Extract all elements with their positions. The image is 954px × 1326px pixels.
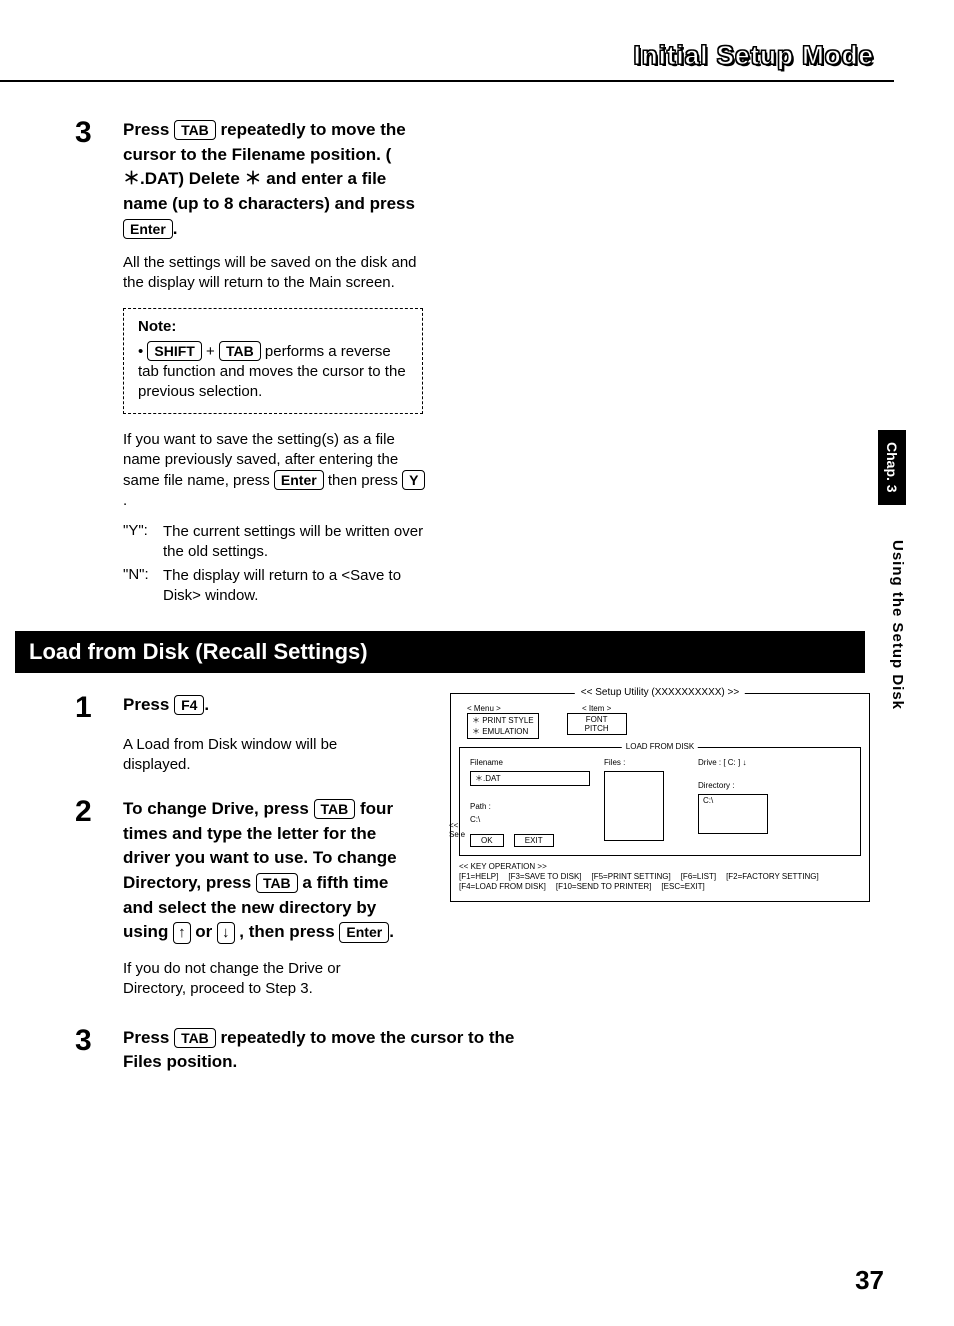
label-path: Path : <box>470 802 590 811</box>
page-header-title: Initial Setup Mode <box>634 40 874 71</box>
files-listbox <box>604 771 664 841</box>
page-content: 3 Press TAB repeatedly to move the curso… <box>75 118 875 1087</box>
key-tab: TAB <box>174 1028 216 1048</box>
keyop: [F4=LOAD FROM DISK] <box>459 882 546 892</box>
chapter-tab: Chap. 3 <box>878 430 906 505</box>
ok-button: OK <box>470 834 504 847</box>
key-enter: Enter <box>123 219 173 239</box>
directory-listbox: C:\ <box>698 794 768 834</box>
diagram-column: << Setup Utility (XXXXXXXXXX) >> < Menu … <box>450 693 875 902</box>
header-rule <box>0 80 894 82</box>
menu-items: ＊ PRINT STYLE ＊ EMULATION <box>467 713 539 739</box>
key-down: ↓ <box>217 922 235 944</box>
text: Press <box>123 1028 169 1047</box>
frame-body: Filename ＊.DAT Path : C:\ OK EXIT Files <box>470 758 850 847</box>
menu-label: < Menu > <box>467 704 539 713</box>
section-tab: Using the Setup Disk <box>889 540 906 710</box>
step-3-bottom: 3 Press TAB repeatedly to move the curso… <box>75 1026 875 1075</box>
text: or <box>191 922 217 941</box>
keyop: [F10=SEND TO PRINTER] <box>556 882 652 892</box>
key-tab: TAB <box>256 873 298 893</box>
key-up: ↑ <box>173 922 191 944</box>
step-instruction: Press TAB repeatedly to move the cursor … <box>123 1026 523 1075</box>
keyop: [F3=SAVE TO DISK] <box>508 872 581 882</box>
value-filename: ＊.DAT <box>470 771 590 786</box>
frame-title: LOAD FROM DISK <box>622 742 698 751</box>
text: . <box>173 219 178 238</box>
key-f4: F4 <box>174 695 204 715</box>
paragraph: If you do not change the Drive or Direct… <box>123 959 383 1000</box>
step-2: 2 To change Drive, press TAB four times … <box>75 797 440 945</box>
label-filename: Filename <box>470 758 590 767</box>
step-instruction: To change Drive, press TAB four times an… <box>123 797 413 945</box>
star: ＊ <box>123 169 140 188</box>
text: . <box>389 922 394 941</box>
keyop: [F5=PRINT SETTING] <box>592 872 671 882</box>
step-number: 1 <box>75 693 123 723</box>
item-label: < Item > <box>567 704 627 713</box>
key-tab: TAB <box>219 341 261 361</box>
yn-row-y: "Y": The current settings will be writte… <box>123 522 433 563</box>
step-1: 1 Press F4. <box>75 693 440 723</box>
key-shift: SHIFT <box>147 341 201 361</box>
paragraph: A Load from Disk window will be displaye… <box>123 735 383 776</box>
text: .DAT) Delete <box>140 169 245 188</box>
key-operations: << KEY OPERATION >> [F1=HELP] [F3=SAVE T… <box>459 862 861 893</box>
keyops-grid: [F1=HELP] [F3=SAVE TO DISK] [F5=PRINT SE… <box>459 872 861 893</box>
yn-text: The current settings will be written ove… <box>163 522 433 563</box>
text: . <box>204 695 209 714</box>
setup-utility-title: << Setup Utility (XXXXXXXXXX) >> <box>575 687 745 698</box>
value-path: C:\ <box>470 815 590 824</box>
star: ＊ <box>245 169 262 188</box>
keyops-title: << KEY OPERATION >> <box>459 862 861 872</box>
item-block: < Item > FONT PITCH <box>567 704 627 739</box>
section-heading: Load from Disk (Recall Settings) <box>15 631 865 673</box>
text: Press <box>123 695 169 714</box>
yn-label: "Y": <box>123 522 163 563</box>
label-files: Files : <box>604 758 684 767</box>
yn-list: "Y": The current settings will be writte… <box>123 522 433 607</box>
label-directory: Directory : <box>698 781 808 790</box>
text: + <box>202 343 219 360</box>
key-tab: TAB <box>174 120 216 140</box>
step-number: 3 <box>75 118 123 241</box>
text: Press <box>123 120 169 139</box>
key-enter: Enter <box>339 922 389 942</box>
key-y: Y <box>402 470 425 490</box>
left-marks: << Sele <box>449 821 465 839</box>
menu-block: < Menu > ＊ PRINT STYLE ＊ EMULATION <box>467 704 539 739</box>
exit-button: EXIT <box>514 834 554 847</box>
step-instruction: Press TAB repeatedly to move the cursor … <box>123 118 433 241</box>
yn-text: The display will return to a <Save to Di… <box>163 566 433 607</box>
keyop: [F2=FACTORY SETTING] <box>726 872 819 882</box>
keyop: [F1=HELP] <box>459 872 498 882</box>
load-from-disk-row: 1 Press F4. A Load from Disk window will… <box>75 693 875 1000</box>
keyop: [F6=LIST] <box>681 872 716 882</box>
text: , then press <box>235 922 340 941</box>
page-number: 37 <box>855 1265 884 1296</box>
yn-label: "N": <box>123 566 163 607</box>
item-items: FONT PITCH <box>567 713 627 735</box>
note-bullet: • SHIFT + TAB performs a reverse tab fun… <box>138 341 408 403</box>
keyop: [ESC=EXIT] <box>661 882 704 892</box>
paragraph: All the settings will be saved on the di… <box>123 253 428 294</box>
load-from-disk-frame: LOAD FROM DISK Filename ＊.DAT Path : C:\… <box>459 747 861 856</box>
step-number: 2 <box>75 797 123 945</box>
text: To change Drive, press <box>123 799 309 818</box>
yn-row-n: "N": The display will return to a <Save … <box>123 566 433 607</box>
step-instruction: Press F4. <box>123 693 209 723</box>
note-title: Note: <box>138 317 408 337</box>
note-box: Note: • SHIFT + TAB performs a reverse t… <box>123 308 423 414</box>
step-3-top: 3 Press TAB repeatedly to move the curso… <box>75 118 875 241</box>
label-drive: Drive : [ C: ] ↓ <box>698 758 808 767</box>
step-number: 3 <box>75 1026 123 1075</box>
setup-utility-window: << Setup Utility (XXXXXXXXXX) >> < Menu … <box>450 693 870 902</box>
paragraph: If you want to save the setting(s) as a … <box>123 430 428 512</box>
text: then press <box>324 472 402 489</box>
key-enter: Enter <box>274 470 324 490</box>
key-tab: TAB <box>314 799 356 819</box>
steps-column: 1 Press F4. A Load from Disk window will… <box>75 693 440 1000</box>
text: . <box>123 492 127 509</box>
